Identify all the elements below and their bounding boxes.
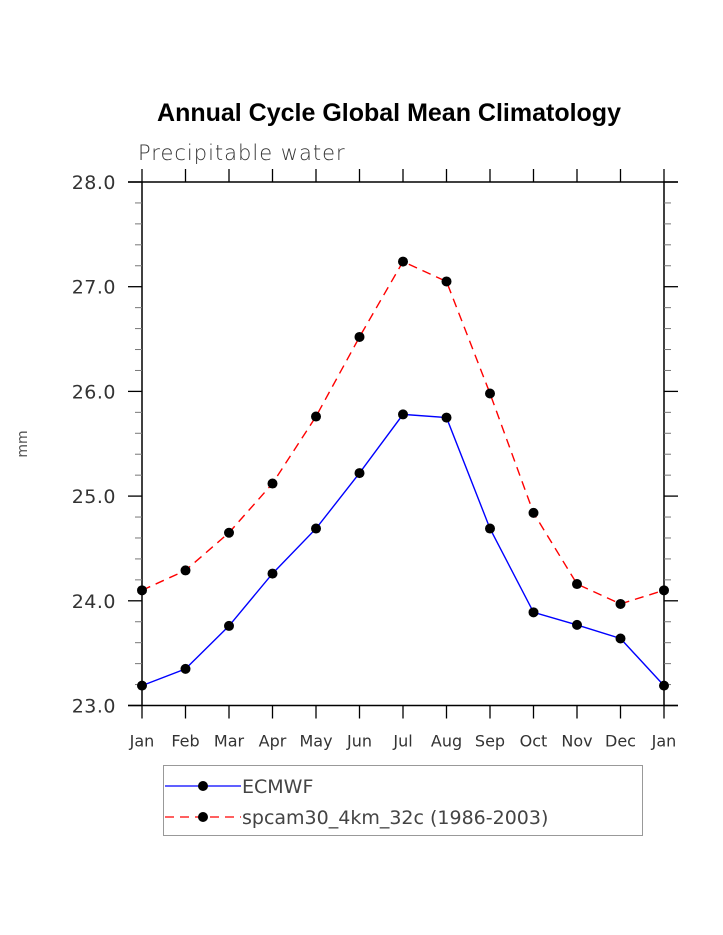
x-tick-label: Oct: [520, 732, 548, 751]
data-point: [485, 523, 495, 534]
y-tick-label: 28.0: [72, 172, 116, 194]
legend-label-ecmwf: ECMWF: [242, 776, 313, 798]
x-tick-label: Jan: [129, 732, 155, 751]
data-point: [615, 633, 626, 644]
y-tick-label: 26.0: [72, 381, 116, 403]
series-line-ecmwf: [141, 413, 665, 687]
legend: ECMWF spcam30_4km_32c (1986-2003): [163, 765, 643, 836]
data-point: [137, 585, 147, 596]
data-point: [572, 619, 582, 630]
x-tick-label: Sep: [475, 732, 505, 751]
legend-marker-ecmwf: [198, 781, 208, 791]
y-tick-label: 25.0: [72, 486, 116, 508]
data-point: [224, 527, 234, 538]
data-point: [180, 663, 191, 674]
ticks: [128, 169, 678, 719]
x-tick-label: Dec: [605, 732, 636, 751]
x-tick-label: Jul: [392, 732, 412, 751]
data-point: [224, 620, 234, 631]
x-tick-label: Nov: [561, 732, 592, 751]
y-axis-label: mm: [15, 430, 31, 457]
chart-subtitle: Precipitable water: [138, 141, 346, 165]
x-tick-label: May: [299, 732, 332, 751]
y-tick-label: 24.0: [72, 591, 116, 613]
x-tick-label: Mar: [214, 732, 245, 751]
data-point: [441, 276, 452, 287]
series-layer: [137, 256, 669, 691]
x-tick-label: Feb: [171, 732, 199, 751]
data-point: [267, 568, 278, 579]
data-point: [311, 411, 321, 422]
x-tick-label: Apr: [259, 732, 287, 751]
data-point: [354, 331, 365, 342]
data-point: [311, 523, 321, 534]
y-tick-label: 23.0: [72, 696, 116, 718]
x-tick-label: Jan: [651, 732, 677, 751]
series-line-spcam: [141, 260, 665, 605]
data-point: [398, 409, 408, 420]
legend-marker-spcam: [198, 812, 208, 822]
data-point: [354, 468, 365, 479]
tick-labels: Jan Feb Mar Apr May Jun Jul Aug Sep Oct Nov Dec Jan 2…: [72, 172, 677, 751]
legend-box: [163, 765, 643, 836]
data-point: [615, 598, 626, 609]
data-point: [180, 565, 191, 576]
x-tick-label: Jun: [346, 732, 372, 751]
legend-label-spcam: spcam30_4km_32c (1986-2003): [242, 807, 548, 829]
chart-title: Annual Cycle Global Mean Climatology: [157, 99, 621, 127]
y-tick-label: 27.0: [72, 277, 116, 299]
data-point: [485, 388, 495, 399]
data-point: [441, 412, 452, 423]
data-point: [267, 478, 278, 489]
data-point: [572, 579, 582, 590]
data-point: [137, 680, 147, 691]
data-point: [398, 256, 408, 267]
data-point: [659, 585, 669, 596]
data-point: [659, 680, 669, 691]
x-tick-label: Aug: [431, 732, 462, 751]
data-point: [528, 507, 539, 518]
data-point: [528, 607, 539, 618]
